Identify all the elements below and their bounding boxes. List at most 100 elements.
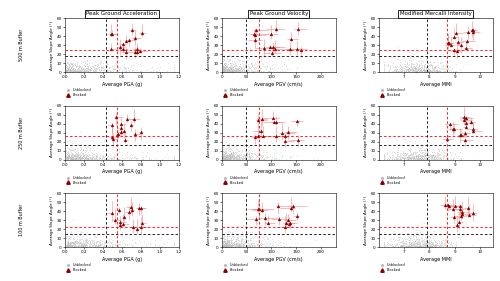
Point (407, 58, 415, 63)
Point (238, 58, 246, 62)
Point (386, 142, 394, 147)
Point (267, 244, 275, 248)
Point (222, 157, 230, 161)
Point (420, 152, 428, 157)
Point (407, 155, 415, 160)
Point (432, 66, 440, 71)
Point (402, 155, 409, 159)
Point (243, 244, 251, 249)
Point (128, 123, 136, 127)
Point (77, 69, 85, 74)
Point (283, 67, 291, 71)
Point (434, 152, 442, 157)
Point (115, 147, 123, 152)
Point (427, 240, 435, 244)
Point (430, 244, 438, 248)
Point (410, 154, 418, 158)
Point (414, 58, 422, 63)
Point (404, 243, 412, 247)
Point (76, 240, 84, 245)
Point (226, 240, 234, 244)
Point (428, 63, 436, 67)
Point (224, 156, 232, 160)
Point (228, 69, 235, 74)
Point (225, 151, 233, 156)
Point (434, 149, 442, 153)
Point (77, 69, 85, 73)
Point (413, 243, 421, 248)
Point (409, 156, 417, 160)
Point (82, 155, 90, 160)
Point (402, 240, 410, 245)
Point (418, 69, 426, 73)
Point (107, 237, 115, 241)
Point (237, 237, 245, 241)
Point (90, 241, 98, 245)
Point (74, 243, 82, 248)
Point (98, 65, 106, 69)
Point (118, 242, 126, 247)
Point (241, 155, 249, 159)
Point (245, 243, 253, 248)
Point (222, 149, 230, 153)
Point (446, 69, 454, 73)
Point (235, 238, 243, 243)
Point (222, 152, 230, 157)
Point (84, 157, 92, 161)
Point (412, 231, 420, 236)
Point (62, 65, 70, 70)
Point (446, 42, 454, 47)
Point (242, 62, 250, 66)
Point (108, 244, 116, 249)
Point (415, 64, 423, 68)
Point (244, 155, 252, 159)
Point (286, 236, 294, 241)
Point (420, 64, 428, 68)
Point (158, 157, 166, 162)
Point (219, 243, 227, 248)
Point (225, 68, 233, 72)
Point (82, 240, 90, 245)
Point (236, 151, 244, 155)
Point (87, 67, 95, 72)
Point (246, 156, 254, 160)
Point (103, 67, 111, 71)
Point (222, 146, 230, 151)
Point (238, 243, 246, 247)
Point (404, 237, 412, 242)
Point (88, 243, 96, 247)
Point (77, 241, 85, 245)
Point (220, 243, 228, 248)
Point (222, 155, 230, 160)
Point (225, 243, 233, 248)
Point (397, 240, 405, 244)
Point (421, 148, 429, 153)
Point (230, 149, 237, 153)
Point (220, 154, 228, 158)
Point (418, 154, 426, 158)
Point (88, 69, 96, 74)
Point (442, 66, 450, 70)
Point (232, 68, 240, 72)
Point (62, 65, 70, 69)
Point (416, 69, 424, 74)
Point (233, 67, 241, 72)
Point (438, 155, 446, 159)
Point (260, 215, 268, 220)
Point (72, 155, 80, 159)
Point (239, 67, 247, 71)
Point (70, 153, 78, 158)
Point (62, 157, 70, 161)
Point (66, 61, 74, 65)
Point (238, 59, 246, 64)
Point (124, 116, 132, 121)
Point (405, 237, 413, 242)
Point (422, 244, 430, 248)
Point (238, 68, 246, 73)
Point (424, 242, 432, 246)
Point (74, 156, 82, 161)
Point (282, 241, 290, 246)
Point (72, 156, 80, 161)
Point (80, 243, 88, 248)
Point (402, 242, 410, 247)
